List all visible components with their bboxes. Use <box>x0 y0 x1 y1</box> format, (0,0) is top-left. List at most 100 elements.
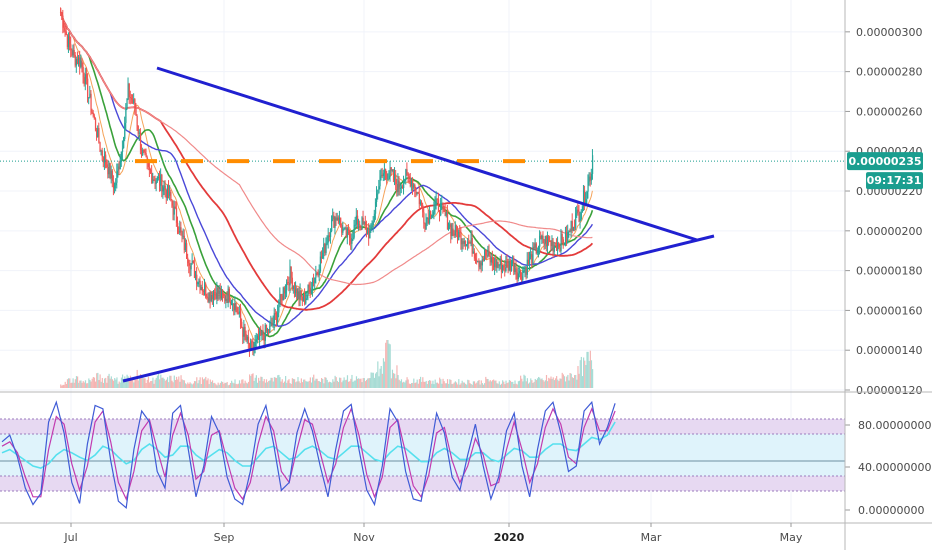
volume-bar <box>183 380 186 388</box>
volume-bar <box>224 382 226 388</box>
candle-body <box>453 233 455 236</box>
candle-body <box>317 273 319 276</box>
candle-body <box>127 83 129 99</box>
volume-bar <box>307 381 309 388</box>
candle-body <box>464 241 467 247</box>
candle-body <box>169 192 171 196</box>
volume-bar <box>233 383 235 388</box>
candle-body <box>354 224 356 226</box>
candle-body <box>515 268 517 273</box>
volume-bar <box>390 378 392 388</box>
candle-body <box>586 191 588 200</box>
volume-bar <box>296 381 298 388</box>
volume-bar <box>133 382 135 388</box>
volume-bar <box>358 378 360 388</box>
volume-bar <box>361 382 363 388</box>
candle-body <box>219 290 222 299</box>
volume-bar <box>250 376 252 388</box>
candle-body <box>151 172 153 184</box>
candle-body <box>468 241 470 243</box>
volume-bar <box>526 378 528 388</box>
candle-body <box>496 262 498 268</box>
volume-bar <box>117 383 119 388</box>
candle-body <box>218 290 220 294</box>
volume-bar <box>550 376 552 388</box>
volume-bar <box>479 384 481 388</box>
volume-bar <box>571 377 573 388</box>
candle-body <box>288 283 290 286</box>
volume-bar <box>451 384 453 388</box>
volume-bar <box>263 379 265 388</box>
candle-body <box>322 253 324 259</box>
volume-bar <box>209 379 211 388</box>
volume-bar <box>396 365 398 388</box>
candle-body <box>237 312 240 314</box>
volume-bar <box>231 380 233 388</box>
volume-bar <box>61 385 63 388</box>
volume-bar <box>586 351 588 388</box>
candle-body <box>381 174 383 176</box>
volume-bar <box>288 379 290 388</box>
volume-bar <box>504 384 506 388</box>
volume-bar <box>227 385 229 388</box>
volume-bar <box>70 382 72 388</box>
candle-body <box>472 251 475 254</box>
volume-bar <box>156 375 159 388</box>
volume-bar <box>68 378 70 388</box>
candle-body <box>93 115 96 119</box>
volume-bar <box>475 383 477 388</box>
candle-body <box>350 237 352 244</box>
volume-bar <box>108 373 110 388</box>
volume-bar <box>391 369 394 388</box>
volume-bar <box>290 383 292 388</box>
candle-body <box>371 224 373 227</box>
candle-body <box>449 224 451 228</box>
volume-bar <box>360 378 362 388</box>
candle-body <box>265 324 268 332</box>
candle-body <box>103 154 106 163</box>
candle-body <box>494 258 496 268</box>
candle-body <box>450 224 452 236</box>
candle-body <box>78 57 80 65</box>
volume-bar <box>340 377 342 388</box>
candle-body <box>232 303 234 305</box>
candle-body <box>235 302 237 308</box>
volume-bar <box>421 381 423 388</box>
volume-bar <box>533 381 535 388</box>
volume-bar <box>66 379 69 388</box>
candle-body <box>324 243 326 254</box>
candle-body <box>94 118 97 131</box>
volume-bar <box>295 382 297 388</box>
volume-bar <box>345 379 347 388</box>
candle-body <box>271 322 273 325</box>
volume-bar <box>515 383 517 388</box>
volume-bar <box>330 382 332 388</box>
candle-body <box>505 261 507 271</box>
volume-bar <box>422 377 424 388</box>
candle-body <box>241 321 243 328</box>
oscillator-k-line <box>1 400 616 509</box>
candle-body <box>85 74 88 79</box>
candle-body <box>462 241 464 244</box>
volume-bar <box>453 382 455 388</box>
volume-bar <box>403 381 405 388</box>
candle-body <box>460 231 462 245</box>
volume-bar <box>308 380 310 388</box>
candle-body <box>144 151 146 154</box>
volume-bar <box>535 380 537 388</box>
volume-bar <box>141 377 143 388</box>
volume-bar <box>323 383 325 388</box>
volume-bar <box>244 380 246 388</box>
moving-average-green <box>59 11 594 338</box>
candle-body <box>114 185 116 189</box>
candle-body <box>506 261 508 263</box>
candle-body <box>179 227 181 233</box>
volume-bar <box>96 373 98 388</box>
candle-body <box>572 227 575 231</box>
candle-body <box>223 294 225 296</box>
candle-body <box>126 98 128 109</box>
candle-body <box>150 170 152 173</box>
volume-bar <box>445 383 448 388</box>
candle-body <box>91 111 93 113</box>
